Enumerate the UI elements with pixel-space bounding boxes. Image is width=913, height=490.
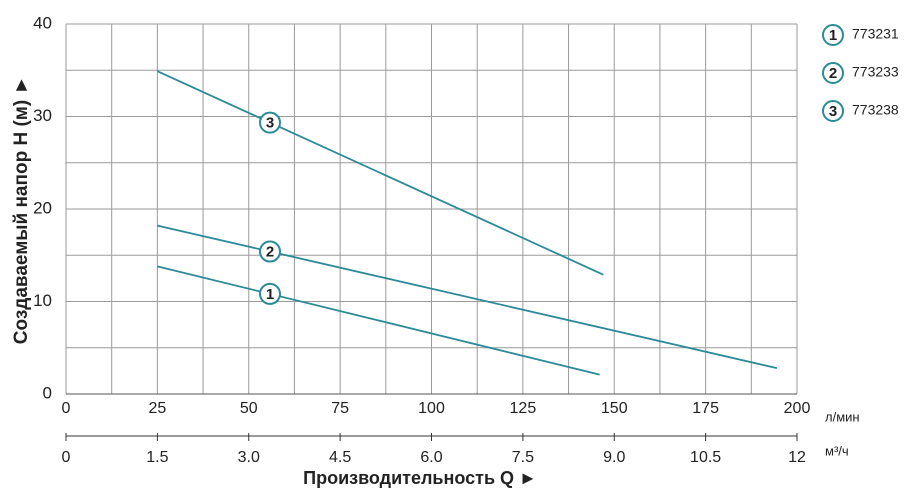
legend-label: 773231 xyxy=(852,26,899,42)
legend-marker xyxy=(822,24,844,46)
x-tick-label: 100 xyxy=(418,400,445,417)
x2-tick-label: 0 xyxy=(62,449,71,466)
x-tick-label: 200 xyxy=(784,400,811,417)
legend-marker xyxy=(822,62,844,84)
x-tick-label: 75 xyxy=(331,400,349,417)
legend-marker-label: 2 xyxy=(829,65,837,82)
x-tick-label: 150 xyxy=(601,400,628,417)
y-tick-label: 10 xyxy=(33,291,52,310)
line xyxy=(157,224,778,369)
x-axis-label: Производительность Q ► xyxy=(303,468,537,488)
x2-tick-label: 9.0 xyxy=(603,449,625,466)
legend-label: 773233 xyxy=(852,64,899,80)
x2-tick-label: 3.0 xyxy=(238,449,260,466)
legend-label: 773238 xyxy=(852,102,899,118)
line-marker-label: 2 xyxy=(266,244,274,261)
line xyxy=(157,265,600,376)
legend-marker-label: 1 xyxy=(829,27,837,44)
x-tick-label: 50 xyxy=(240,400,258,417)
x2-tick-label: 1.5 xyxy=(146,449,168,466)
line-marker-label: 1 xyxy=(266,286,274,303)
y-axis-label: Создаваемый напор Н (м) ► xyxy=(11,76,32,345)
x-unit: л/мин xyxy=(825,409,860,424)
x-tick-label: 0 xyxy=(62,400,71,417)
x2-tick-label: 4.5 xyxy=(329,449,351,466)
x2-tick-label: 7.5 xyxy=(512,449,534,466)
legend-marker-label: 3 xyxy=(829,103,837,120)
x2-tick-label: 10.5 xyxy=(690,449,721,466)
line xyxy=(157,70,604,276)
y-tick-label: 40 xyxy=(33,13,52,32)
line-marker xyxy=(259,240,281,263)
x-tick-label: 25 xyxy=(148,400,166,417)
x-tick-label: 125 xyxy=(510,400,537,417)
x2-unit: м³/ч xyxy=(825,443,849,458)
x2-tick-label: 12 xyxy=(788,449,806,466)
y-tick-label: 20 xyxy=(33,198,52,217)
line-marker xyxy=(259,282,281,305)
legend-marker xyxy=(822,100,844,122)
y-tick-label: 30 xyxy=(33,106,52,125)
x2-tick-label: 6.0 xyxy=(420,449,442,466)
x-tick-label: 175 xyxy=(692,400,719,417)
line-marker xyxy=(259,111,281,134)
line-marker-label: 3 xyxy=(266,115,274,132)
y-tick-label: 0 xyxy=(43,383,52,402)
